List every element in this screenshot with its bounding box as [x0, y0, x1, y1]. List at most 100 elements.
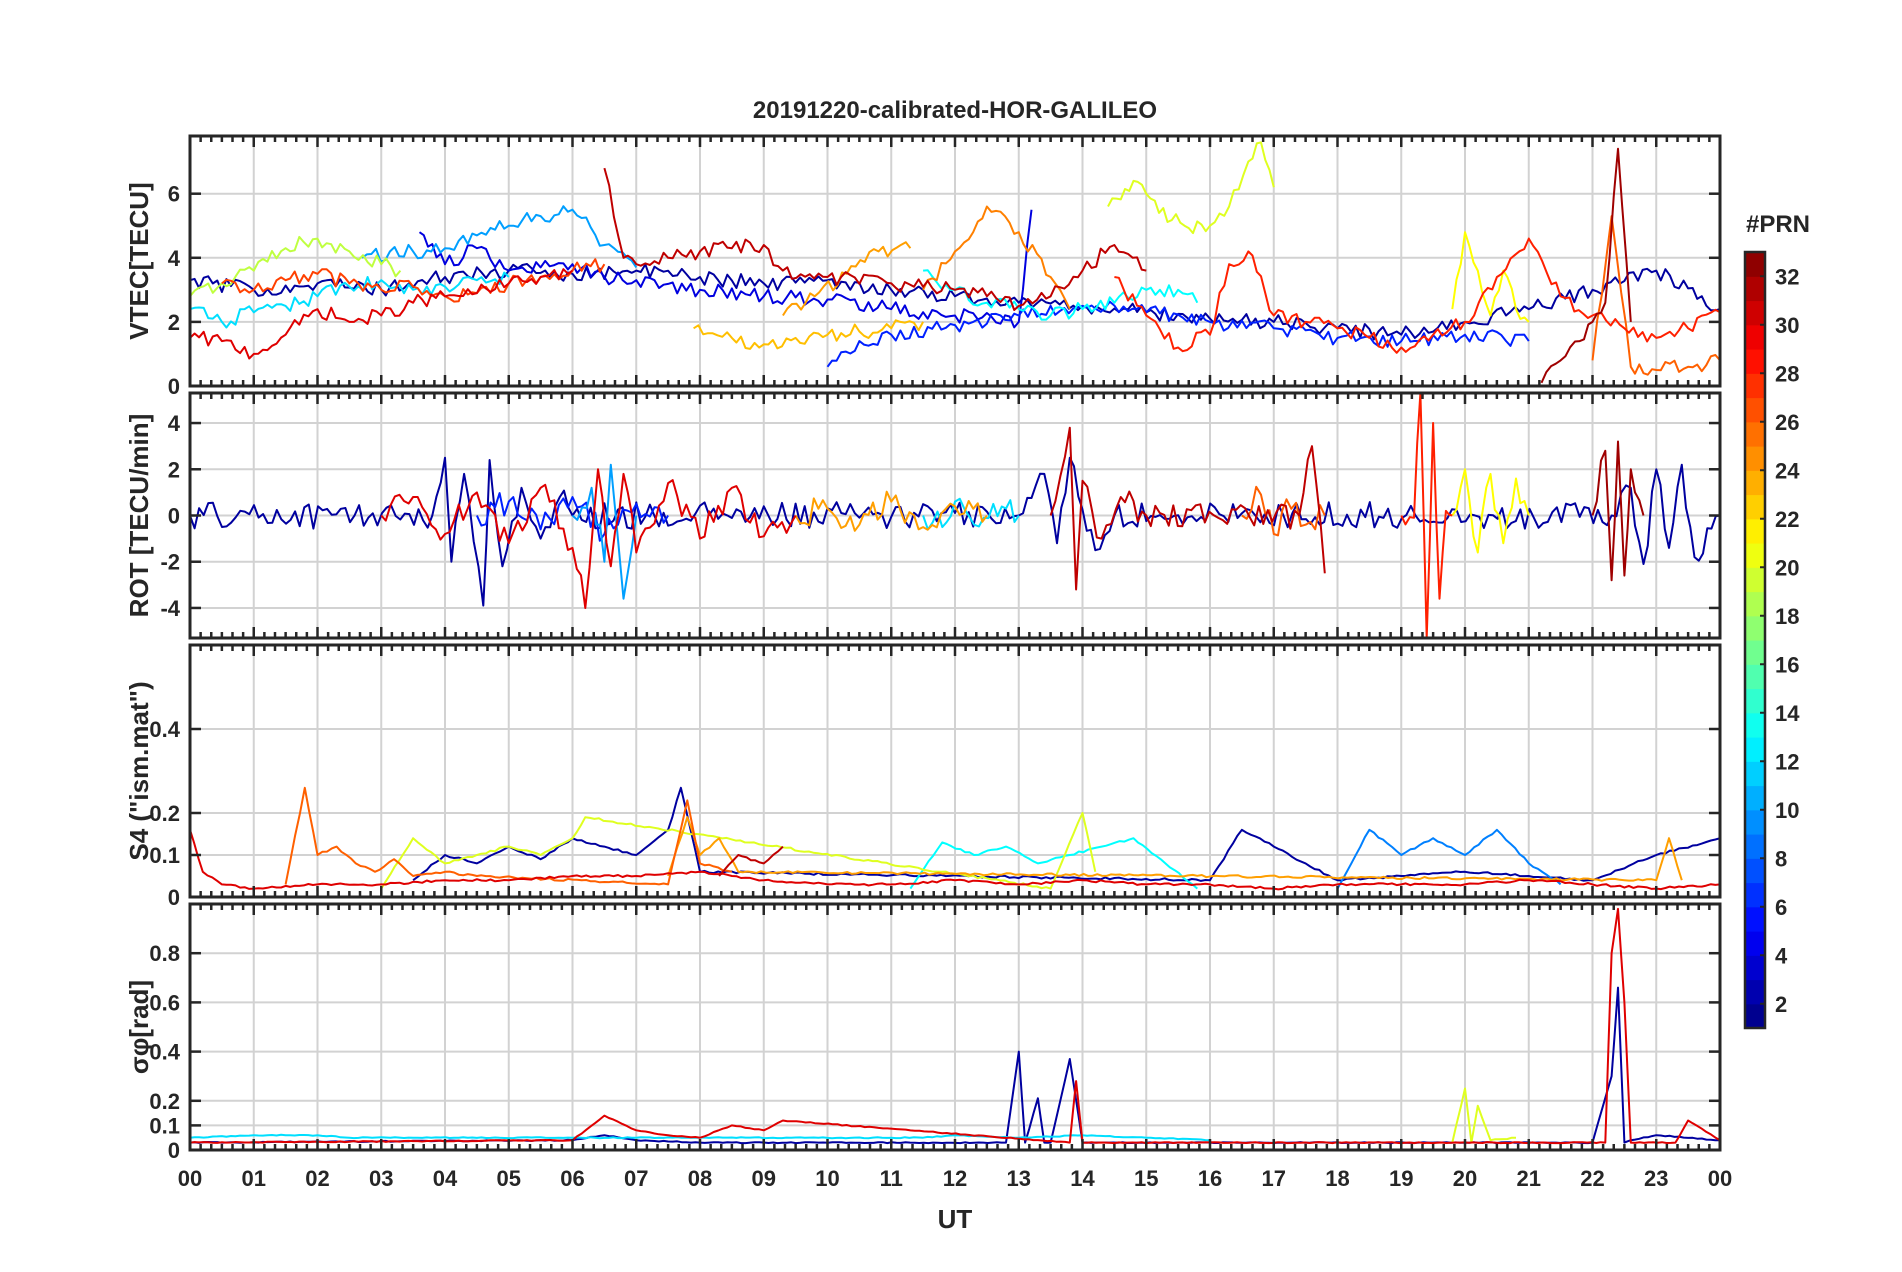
x-tick-label: 18 [1325, 1166, 1349, 1191]
colorbar-segment [1745, 421, 1765, 447]
colorbar-segment [1745, 349, 1765, 374]
series-line-prn9 [1336, 828, 1562, 890]
colorbar-tick-label: 28 [1775, 361, 1799, 386]
colorbar-tick-label: 18 [1775, 604, 1799, 629]
y-tick-label: 0 [168, 1138, 180, 1163]
x-axis-label: UT [938, 1204, 973, 1234]
y-tick-label: 2 [168, 310, 180, 335]
series-line-prn21 [1451, 231, 1530, 323]
y-tick-label: 0 [168, 374, 180, 399]
colorbar-segment [1745, 300, 1765, 326]
panel-s4: 0 0.1 0.2 0.4S4 ("ism.mat") [124, 643, 1722, 910]
colorbar-segment [1745, 373, 1765, 399]
series-line-prn20 [1451, 1087, 1516, 1144]
y-tick-label: -2 [160, 550, 180, 575]
x-tick-label: 11 [880, 1166, 903, 1191]
x-tick-label: 09 [752, 1166, 776, 1191]
series-line-prn20 [1107, 141, 1275, 235]
colorbar-tick-label: 8 [1775, 846, 1787, 871]
series-line-prn6 [826, 300, 1530, 368]
colorbar-segment [1745, 664, 1765, 690]
series-line-prn6 [475, 492, 669, 542]
colorbar-segment [1745, 397, 1765, 423]
colorbar-segment [1745, 543, 1765, 568]
grid-sigma_phi [189, 904, 1721, 1151]
series-line-prn32 [1591, 440, 1645, 582]
y-tick-label: 0.6 [149, 990, 180, 1015]
series-line-prn13 [909, 837, 1198, 890]
colorbar-segment [1745, 446, 1765, 471]
x-tick-label: 23 [1644, 1166, 1668, 1191]
x-tick-label: 15 [1134, 1166, 1158, 1191]
grid-vtec [189, 136, 1721, 387]
series-line-prn13 [923, 269, 1199, 321]
y-tick-label: 0.8 [149, 941, 180, 966]
series-group [190, 786, 1720, 891]
x-tick-label: 20 [1453, 1166, 1477, 1191]
colorbar-segment [1745, 858, 1765, 884]
colorbar-segment [1745, 1003, 1765, 1029]
y-tick-label: 0.2 [149, 1089, 180, 1114]
colorbar-segment [1745, 518, 1765, 544]
panel-rot: -4 -2 0 2 4 ROT [TECU/min] [124, 391, 1722, 640]
panel-sigma_phi: 00.10.2 0.4 0.6 0.8 σφ[rad] [124, 902, 1722, 1163]
colorbar-segment [1745, 276, 1765, 302]
x-tick-label: 00 [178, 1166, 202, 1191]
colorbar-segment [1745, 591, 1765, 617]
colorbar-segment [1745, 640, 1765, 665]
x-tick-label: 14 [1070, 1166, 1095, 1191]
series-line-prn30 [190, 907, 1720, 1145]
colorbar-segment [1745, 324, 1765, 350]
y-axis-label: ROT [TECU/min] [124, 414, 154, 618]
y-tick-label: 0.4 [149, 1040, 180, 1065]
colorbar-tick-label: 24 [1775, 458, 1800, 483]
series-line-prn26 [284, 786, 733, 886]
series-line-prn31 [1049, 426, 1326, 591]
series-line-prn21 [1451, 468, 1530, 554]
colorbar-title: #PRN [1746, 211, 1810, 238]
colorbar-segment [1745, 688, 1765, 714]
series-line-prn19 [190, 235, 402, 297]
series-line-prn27 [221, 258, 606, 303]
colorbar-segment [1745, 761, 1765, 787]
x-tick-label: 13 [1007, 1166, 1031, 1191]
series-line-prn20 [380, 812, 1097, 890]
y-tick-label: 0 [168, 885, 180, 910]
grid-s4 [189, 645, 1721, 898]
colorbar-tick-label: 2 [1775, 992, 1787, 1017]
panel-vtec: 0 2 4 6 VTEC[TECU] [124, 134, 1722, 399]
colorbar-segment [1745, 615, 1765, 641]
series-group [190, 141, 1720, 384]
ticks [188, 645, 1722, 899]
colorbar-segment [1745, 906, 1765, 932]
colorbar-segment [1745, 979, 1765, 1005]
colorbar-tick-label: 14 [1775, 701, 1800, 726]
colorbar-segment [1745, 712, 1765, 738]
ticks [188, 136, 1722, 388]
x-tick-label: 17 [1262, 1166, 1286, 1191]
colorbar-segment [1745, 834, 1765, 859]
colorbar-segment [1745, 882, 1765, 908]
colorbar-tick-label: 6 [1775, 895, 1787, 920]
x-tick-label: 00 [1708, 1166, 1732, 1191]
colorbar-segment [1745, 931, 1765, 956]
colorbar-tick-label: 4 [1775, 943, 1788, 968]
y-tick-label: 0.1 [149, 843, 180, 868]
y-tick-label: 0 [168, 504, 180, 529]
y-tick-label: 4 [168, 411, 181, 436]
colorbar-segment [1745, 809, 1765, 835]
y-tick-label: 0.4 [149, 717, 180, 742]
x-tick-label: 21 [1517, 1166, 1541, 1191]
colorbar-segment [1745, 567, 1765, 593]
colorbar-tick-label: 10 [1775, 798, 1799, 823]
series-line-prn28 [1114, 237, 1720, 354]
x-tick-label: 19 [1389, 1166, 1413, 1191]
y-tick-label: 4 [168, 246, 181, 271]
x-tick-label: 05 [497, 1166, 521, 1191]
y-tick-label: 2 [168, 457, 180, 482]
y-axis-label: VTEC[TECU] [124, 182, 154, 339]
series-line-prn12 [190, 271, 510, 329]
